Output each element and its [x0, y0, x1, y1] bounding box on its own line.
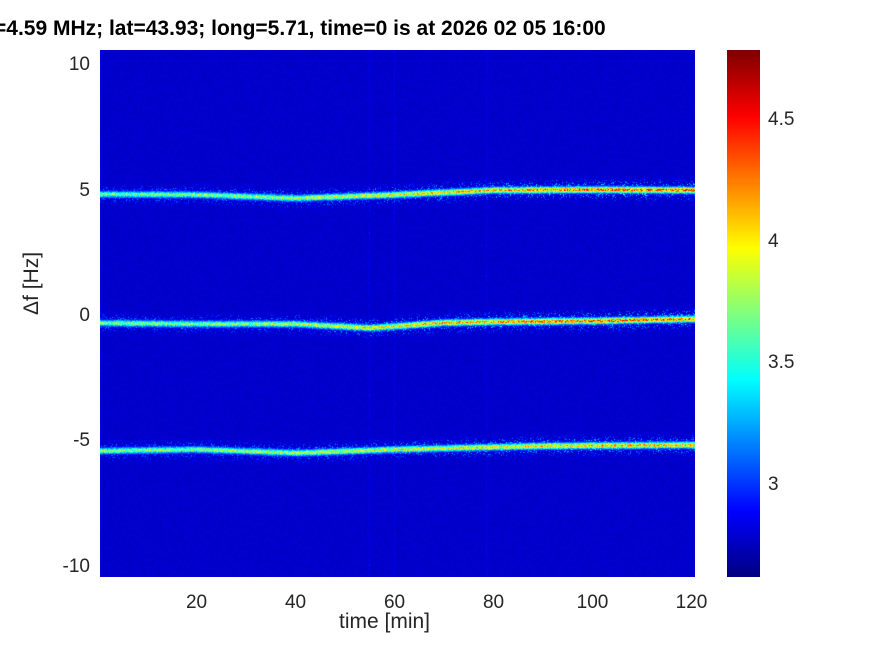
spectrogram-heatmap	[100, 50, 695, 577]
y-tick-label: -10	[62, 555, 90, 577]
y-tick-label: -5	[73, 430, 90, 452]
colorbar-tick-label: 3.5	[768, 352, 795, 374]
x-tick-label: 80	[482, 592, 505, 613]
x-tick-label: 120	[675, 592, 708, 613]
x-tick-label: 40	[284, 592, 307, 613]
y-tick-label: 10	[68, 54, 90, 76]
y-tick-label: 0	[79, 305, 90, 326]
colorbar	[727, 50, 760, 577]
x-tick-label: 20	[185, 592, 208, 613]
x-axis-label: time [min]	[339, 610, 431, 633]
colorbar-tick-label: 4.5	[768, 109, 795, 131]
x-tick-label: 100	[576, 592, 609, 613]
x-tick-label: 60	[383, 592, 406, 613]
y-tick-label: 5	[79, 179, 90, 201]
chart-title: =4.59 MHz; lat=43.93; long=5.71, time=0 …	[0, 17, 606, 40]
colorbar-tick-label: 4	[768, 230, 779, 252]
y-axis-label: Δf [Hz]	[20, 251, 43, 315]
colorbar-tick-label: 3	[768, 473, 779, 495]
